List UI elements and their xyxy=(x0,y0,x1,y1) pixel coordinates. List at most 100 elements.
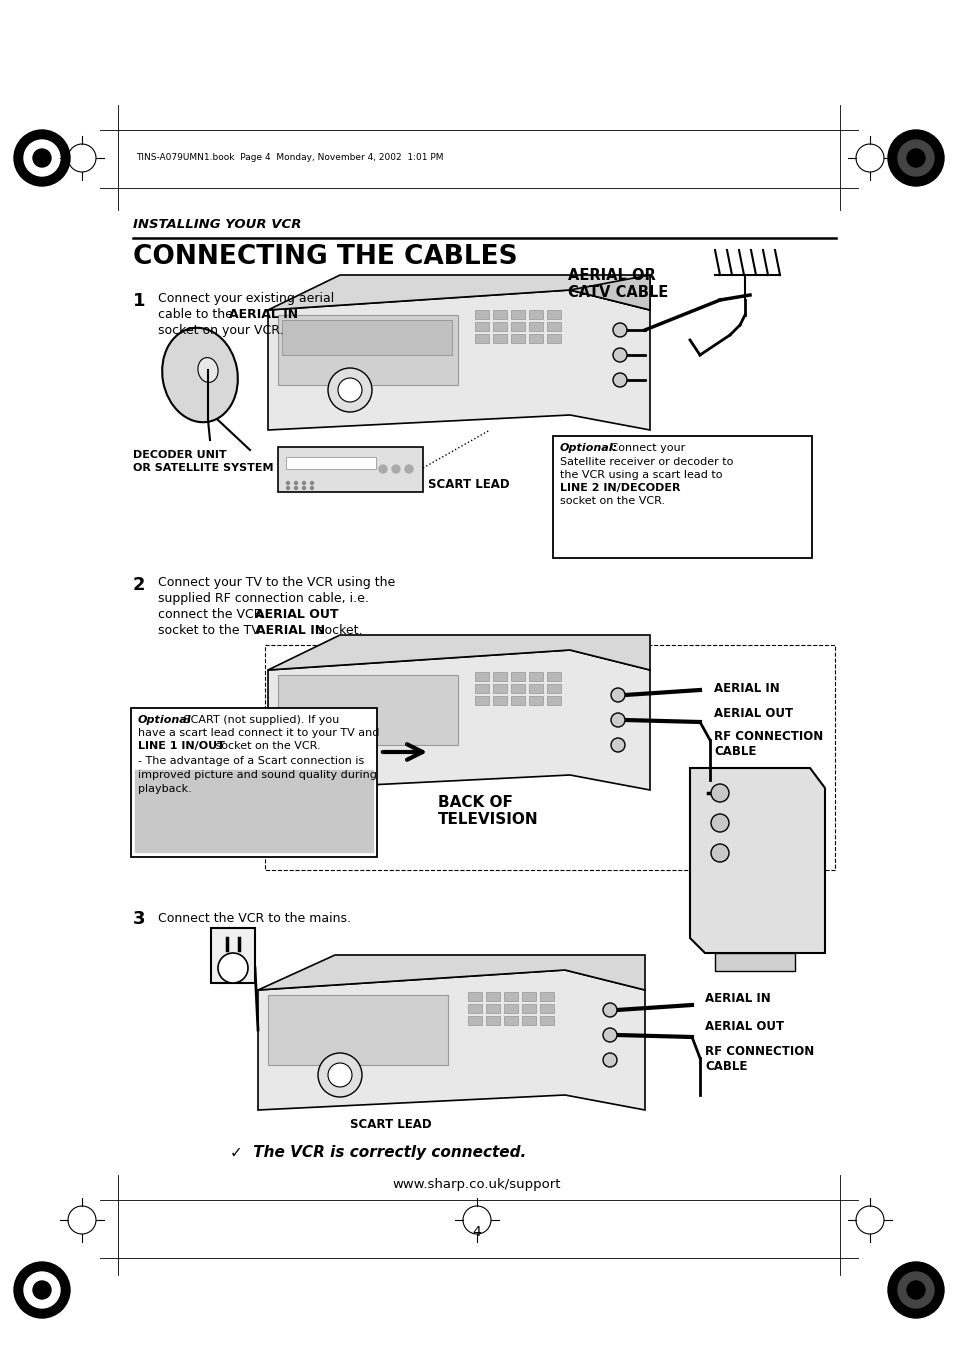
Bar xyxy=(529,684,542,693)
Text: TINS-A079UMN1.book  Page 4  Monday, November 4, 2002  1:01 PM: TINS-A079UMN1.book Page 4 Monday, Novemb… xyxy=(136,154,443,162)
Text: connect the VCR: connect the VCR xyxy=(158,608,266,621)
Circle shape xyxy=(610,688,624,703)
Circle shape xyxy=(897,1273,933,1308)
Circle shape xyxy=(317,1052,361,1097)
Text: AERIAL OUT: AERIAL OUT xyxy=(713,707,792,720)
Text: 1: 1 xyxy=(132,292,146,309)
Bar xyxy=(493,671,506,681)
Text: Optional:: Optional: xyxy=(559,443,618,453)
Bar xyxy=(503,1004,517,1013)
Bar xyxy=(265,644,834,870)
Circle shape xyxy=(294,486,297,489)
Polygon shape xyxy=(268,650,649,790)
Bar xyxy=(511,696,524,705)
Bar xyxy=(277,315,457,385)
Text: Connect your: Connect your xyxy=(606,443,684,453)
Circle shape xyxy=(710,815,728,832)
Text: socket.: socket. xyxy=(314,624,362,638)
Text: RF CONNECTION: RF CONNECTION xyxy=(713,730,822,743)
Bar xyxy=(546,322,560,331)
Bar xyxy=(268,994,448,1065)
Bar xyxy=(475,322,489,331)
Bar xyxy=(546,684,560,693)
Polygon shape xyxy=(268,276,649,309)
Text: AERIAL IN: AERIAL IN xyxy=(229,308,297,322)
Circle shape xyxy=(33,149,51,168)
Circle shape xyxy=(302,486,305,489)
Text: Connect the VCR to the mains.: Connect the VCR to the mains. xyxy=(158,912,351,925)
Bar xyxy=(511,684,524,693)
Circle shape xyxy=(33,1281,51,1300)
Circle shape xyxy=(294,481,297,485)
Circle shape xyxy=(906,149,924,168)
Text: SCART (not supplied). If you: SCART (not supplied). If you xyxy=(180,715,339,725)
Polygon shape xyxy=(689,767,824,952)
Circle shape xyxy=(602,1002,617,1017)
Text: 3: 3 xyxy=(132,911,146,928)
Polygon shape xyxy=(257,955,644,990)
Circle shape xyxy=(887,1262,943,1319)
Circle shape xyxy=(302,481,305,485)
Bar xyxy=(503,992,517,1001)
Bar xyxy=(521,1004,536,1013)
FancyBboxPatch shape xyxy=(553,436,811,558)
Bar xyxy=(529,309,542,319)
Text: cable to the: cable to the xyxy=(158,308,236,322)
Polygon shape xyxy=(268,290,649,430)
Circle shape xyxy=(14,1262,70,1319)
Text: Optional: Optional xyxy=(138,715,192,725)
Circle shape xyxy=(378,465,387,473)
FancyArrowPatch shape xyxy=(382,744,422,759)
Bar xyxy=(211,928,254,984)
Text: 2: 2 xyxy=(132,576,146,594)
Circle shape xyxy=(24,1273,60,1308)
Circle shape xyxy=(710,784,728,802)
Bar xyxy=(521,992,536,1001)
Circle shape xyxy=(337,743,361,767)
Bar xyxy=(546,309,560,319)
Circle shape xyxy=(906,1281,924,1300)
Text: CONNECTING THE CABLES: CONNECTING THE CABLES xyxy=(132,245,517,270)
Circle shape xyxy=(602,1052,617,1067)
Bar xyxy=(468,1016,481,1025)
Bar xyxy=(511,671,524,681)
Text: socket on the VCR.: socket on the VCR. xyxy=(212,740,320,751)
Bar xyxy=(493,696,506,705)
Bar xyxy=(493,334,506,343)
Circle shape xyxy=(218,952,248,984)
Text: - The advantage of a Scart connection is: - The advantage of a Scart connection is xyxy=(138,757,364,766)
Text: AERIAL IN: AERIAL IN xyxy=(713,682,779,694)
Circle shape xyxy=(286,486,289,489)
Bar xyxy=(475,696,489,705)
Bar xyxy=(529,334,542,343)
Bar xyxy=(468,992,481,1001)
Text: CATV CABLE: CATV CABLE xyxy=(567,285,667,300)
Text: Connect your existing aerial: Connect your existing aerial xyxy=(158,292,334,305)
Circle shape xyxy=(14,130,70,186)
Bar xyxy=(546,671,560,681)
Text: AERIAL OUT: AERIAL OUT xyxy=(254,608,338,621)
Circle shape xyxy=(602,1028,617,1042)
Text: Satellite receiver or decoder to: Satellite receiver or decoder to xyxy=(559,457,733,467)
FancyBboxPatch shape xyxy=(131,708,376,857)
Circle shape xyxy=(328,367,372,412)
Text: Connect your TV to the VCR using the: Connect your TV to the VCR using the xyxy=(158,576,395,589)
Bar xyxy=(539,1016,554,1025)
Text: improved picture and sound quality during: improved picture and sound quality durin… xyxy=(138,770,376,780)
Bar xyxy=(511,322,524,331)
Text: supplied RF connection cable, i.e.: supplied RF connection cable, i.e. xyxy=(158,592,369,605)
Circle shape xyxy=(897,141,933,176)
Text: www.sharp.co.uk/support: www.sharp.co.uk/support xyxy=(393,1178,560,1192)
Text: AERIAL OUT: AERIAL OUT xyxy=(704,1020,783,1034)
Bar xyxy=(539,992,554,1001)
Text: LINE 2 IN/DECODER: LINE 2 IN/DECODER xyxy=(559,484,679,493)
Bar xyxy=(475,309,489,319)
Circle shape xyxy=(310,481,314,485)
Circle shape xyxy=(328,1063,352,1088)
Bar xyxy=(546,334,560,343)
Text: socket on your VCR.: socket on your VCR. xyxy=(158,324,283,336)
Circle shape xyxy=(710,844,728,862)
Circle shape xyxy=(337,378,361,403)
Circle shape xyxy=(610,738,624,753)
Text: CABLE: CABLE xyxy=(713,744,756,758)
